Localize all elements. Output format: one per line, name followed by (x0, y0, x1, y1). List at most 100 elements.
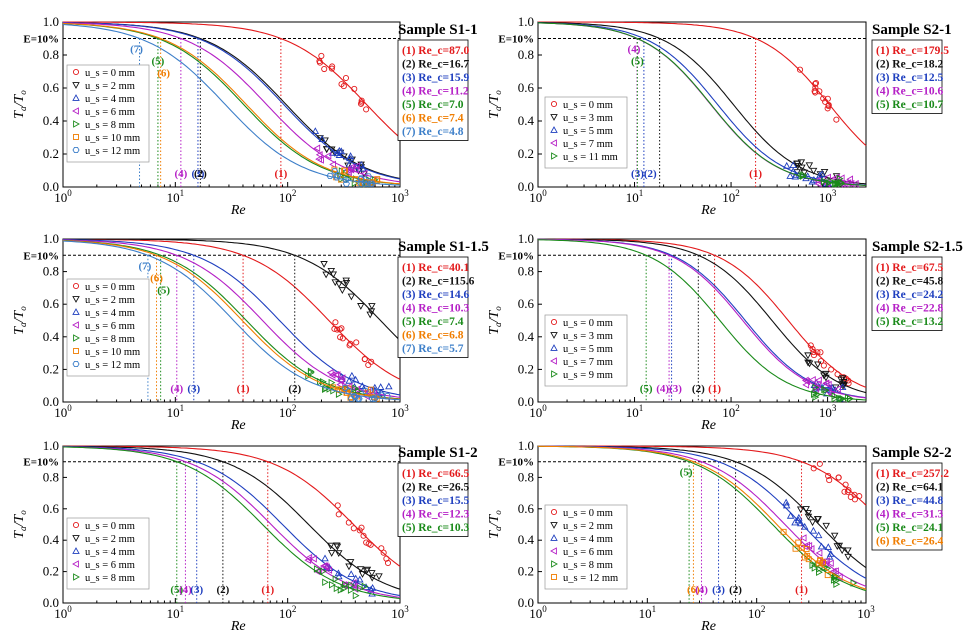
data-point (342, 580, 349, 589)
rec-entry: (4) Re_c=10.6 (876, 86, 943, 98)
chart-title: Sample S2-2 (872, 445, 952, 461)
data-point (334, 502, 341, 509)
data-point (329, 271, 338, 279)
y-tick-label: 0.2 (43, 564, 59, 579)
rec-annotation: (5) (170, 584, 183, 596)
data-point (367, 180, 375, 187)
data-point (335, 511, 342, 518)
data-point (373, 389, 381, 396)
rec-annotation: (4) (695, 584, 708, 596)
data-point (804, 352, 812, 360)
data-point (358, 97, 365, 104)
data-point (335, 146, 344, 154)
data-point (352, 162, 360, 170)
data-point (316, 59, 324, 66)
rec-annotation: (2) (729, 584, 742, 596)
legend-label: u_s = 10 mm (85, 347, 140, 358)
rec-entry: (3) Re_c=15.9 (402, 72, 469, 84)
x-tick-label: 102 (748, 604, 766, 621)
rec-annotation: (4)(3) (656, 383, 682, 395)
rec-entry: (2) Re_c=45.8 (876, 276, 943, 288)
threshold-label: E=10% (23, 457, 59, 469)
data-point (365, 540, 372, 547)
legend-label: u_s = 0 mm (85, 521, 135, 532)
rec-annotation: (2) (288, 383, 301, 395)
x-tick-label: 101 (639, 604, 657, 621)
rec-entry: (3) Re_c=44.8 (876, 495, 943, 507)
data-point (321, 554, 329, 562)
data-point (331, 325, 338, 332)
data-point (347, 586, 355, 594)
data-point (329, 160, 336, 169)
data-point (804, 513, 813, 521)
y-tick-label: 0.0 (518, 595, 534, 610)
top-annotation: (6) (150, 272, 163, 284)
legend-marker (551, 560, 558, 568)
legend-label: u_s = 3 mm (563, 331, 613, 342)
data-point (838, 383, 847, 391)
rec-annotation: (2) (194, 168, 207, 180)
data-point (844, 393, 852, 402)
data-point (346, 152, 355, 159)
data-point (362, 567, 371, 575)
data-point (327, 146, 336, 154)
data-point (821, 385, 829, 394)
data-point (313, 567, 321, 576)
x-tick-label: 103 (857, 604, 875, 621)
legend-marker (551, 574, 557, 580)
legend-marker (550, 534, 558, 541)
y-tick-label: 1.0 (43, 231, 59, 246)
y-tick-label: 0.0 (43, 179, 59, 194)
data-point (358, 571, 367, 578)
data-point (327, 550, 336, 557)
chart-title: Sample S2-1.5 (872, 239, 963, 255)
data-point (795, 539, 802, 546)
x-tick-label: 100 (529, 403, 547, 420)
data-point (368, 303, 376, 310)
legend-label: u_s = 12 mm (85, 146, 140, 157)
data-point (334, 326, 341, 333)
data-point (341, 581, 349, 590)
data-point (814, 349, 821, 356)
series-curve (63, 446, 401, 597)
data-point (804, 552, 811, 559)
series-curve (62, 238, 401, 341)
data-point (835, 542, 844, 550)
rec-box (397, 256, 469, 358)
data-point (837, 394, 845, 403)
data-point (320, 261, 328, 268)
data-point (327, 268, 336, 275)
data-point (808, 375, 816, 384)
x-tick-label: 101 (167, 188, 185, 205)
top-annotation: (5) (631, 56, 644, 68)
legend-label: u_s = 4 mm (85, 547, 135, 558)
data-point (798, 164, 806, 172)
data-point (357, 303, 365, 310)
legend-marker (72, 321, 79, 329)
data-point (803, 377, 811, 386)
rec-entry: (5) Re_c=10.7 (876, 99, 943, 111)
rec-annotation: (1) (749, 168, 762, 180)
data-point (815, 549, 823, 557)
data-point (338, 325, 345, 332)
rec-entry: (3) Re_c=12.5 (876, 72, 943, 84)
y-tick-label: 0.2 (518, 361, 534, 376)
rec-entry: (4) Re_c=22.8 (876, 303, 943, 315)
data-point (812, 79, 820, 87)
legend-label: u_s = 6 mm (85, 107, 135, 118)
data-point (833, 543, 842, 551)
legend-label: u_s = 3 mm (563, 113, 613, 124)
data-point (824, 95, 831, 102)
data-point (358, 524, 365, 531)
data-point (320, 567, 327, 576)
rec-entry: (5) Re_c=7.0 (402, 99, 464, 111)
rec-annotation: (1) (237, 383, 250, 395)
data-point (321, 137, 329, 145)
data-point (338, 81, 345, 88)
threshold-label: E=10% (498, 457, 534, 469)
data-point (795, 513, 803, 521)
y-tick-label: 0.8 (518, 47, 534, 62)
data-point (817, 542, 826, 550)
x-axis-label: Re (700, 203, 716, 218)
data-point (802, 506, 810, 513)
